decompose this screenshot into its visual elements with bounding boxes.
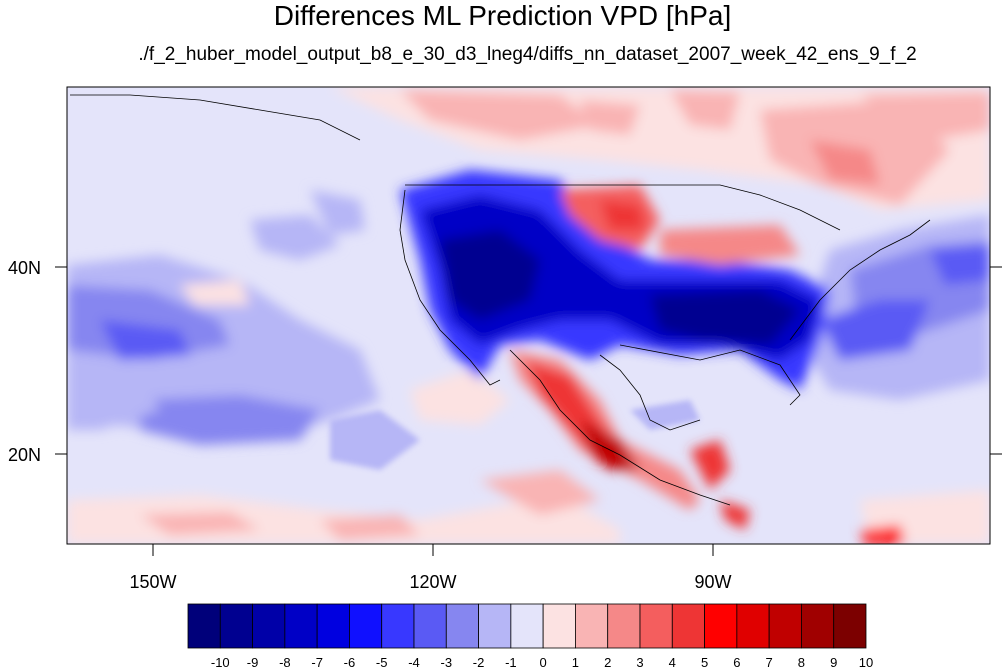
map-subtitle: ./f_2_huber_model_output_b8_e_30_d3_lneg…: [138, 44, 917, 65]
colorbar-label: 10: [858, 655, 874, 670]
colorbar-label: 9: [830, 655, 838, 670]
colorbar-label: 5: [700, 655, 709, 670]
y-tick-label: 40N: [8, 258, 42, 278]
colorbar-swatch: [801, 603, 835, 649]
colorbar-label: -1: [505, 655, 517, 670]
colorbar-label: 0: [539, 655, 547, 670]
plot-frame: [66, 86, 991, 545]
colorbar-swatch: [607, 603, 641, 649]
colorbar-label: -6: [343, 655, 356, 670]
colorbar-swatch: [252, 603, 286, 649]
colorbar-label: 3: [636, 655, 644, 670]
x-tick-label: 120W: [409, 572, 457, 592]
colorbar-label: 8: [797, 655, 806, 670]
colorbar-swatch: [316, 603, 350, 649]
colorbar-swatch: [768, 603, 802, 649]
colorbar-label: -9: [246, 655, 259, 670]
colorbar-label: -10: [210, 655, 230, 670]
colorbar-swatch: [575, 603, 609, 649]
colorbar-swatch: [510, 603, 544, 649]
axis-ticks: [55, 266, 1002, 556]
colorbar-label: -3: [440, 655, 453, 670]
colorbar-label: 7: [765, 655, 773, 670]
colorbar-swatch: [284, 603, 318, 649]
colorbar-swatch: [349, 603, 383, 649]
y-tick-label: 20N: [8, 445, 42, 465]
colorbar-label: -4: [408, 655, 420, 670]
colorbar: [187, 603, 867, 649]
colorbar-label: 4: [668, 655, 676, 670]
colorbar-swatch: [671, 603, 705, 649]
colorbar-label: -2: [472, 655, 485, 670]
colorbar-swatch: [542, 603, 576, 649]
colorbar-label: -5: [375, 655, 388, 670]
colorbar-swatch: [478, 603, 512, 649]
colorbar-label: 2: [604, 655, 612, 670]
colorbar-label: -7: [311, 655, 323, 670]
colorbar-swatch: [704, 603, 738, 649]
colorbar-swatch: [736, 603, 770, 649]
colorbar-swatch: [445, 603, 479, 649]
map-title: Differences ML Prediction VPD [hPa]: [273, 0, 732, 31]
colorbar-swatch: [413, 603, 447, 649]
colorbar-swatch: [219, 603, 253, 649]
map-field: [67, 87, 990, 544]
x-tick-label: 90W: [694, 572, 732, 592]
colorbar-label: 6: [733, 655, 741, 670]
colorbar-swatch: [639, 603, 673, 649]
x-tick-label: 150W: [129, 572, 177, 592]
coastlines: [70, 94, 931, 506]
colorbar-label: 1: [571, 655, 580, 670]
colorbar-swatch: [187, 603, 221, 649]
colorbar-label: -8: [279, 655, 291, 670]
colorbar-swatch: [833, 603, 867, 649]
colorbar-swatch: [381, 603, 415, 649]
